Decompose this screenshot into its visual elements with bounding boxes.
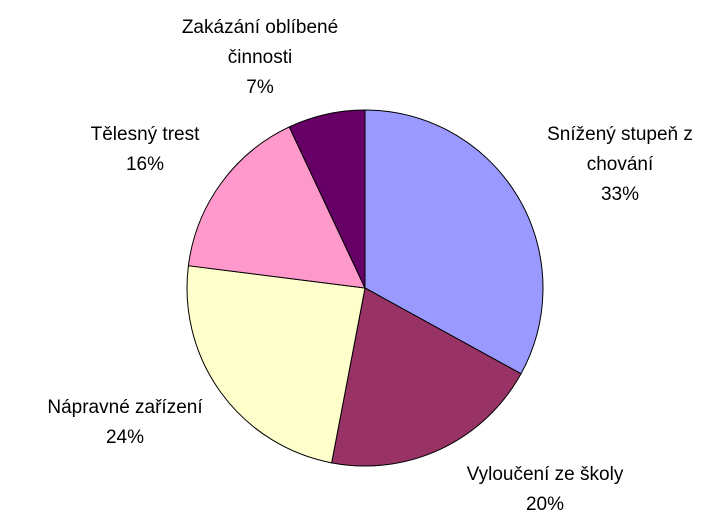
category-label: Vyloučení ze školy	[466, 464, 624, 485]
slice-label: Zakázání oblíbené činnosti 7%	[165, 13, 355, 103]
value-label: 20%	[525, 494, 565, 515]
value-label: 16%	[125, 154, 165, 175]
category-label: Tělesný trest	[90, 124, 200, 145]
value-label: 33%	[600, 184, 640, 205]
value-label: 24%	[105, 427, 145, 448]
pie-slice	[187, 126, 366, 289]
slice-label: Vyloučení ze školy 20%	[415, 460, 675, 519]
pie-slice	[331, 287, 522, 467]
slice-label: Nápravné zařízení 24%	[0, 393, 255, 453]
slice-label: Snížený stupeň z chování 33%	[525, 120, 715, 210]
pie-slice	[364, 109, 544, 375]
category-label: Snížený stupeň z chování	[547, 124, 693, 175]
slice-label: Tělesný trest 16%	[45, 120, 245, 180]
value-label: 7%	[246, 77, 274, 98]
pie-slice	[288, 109, 366, 289]
category-label: Nápravné zařízení	[47, 397, 203, 418]
pie-slice	[186, 265, 366, 464]
category-label: Zakázání oblíbené činnosti	[181, 17, 339, 68]
